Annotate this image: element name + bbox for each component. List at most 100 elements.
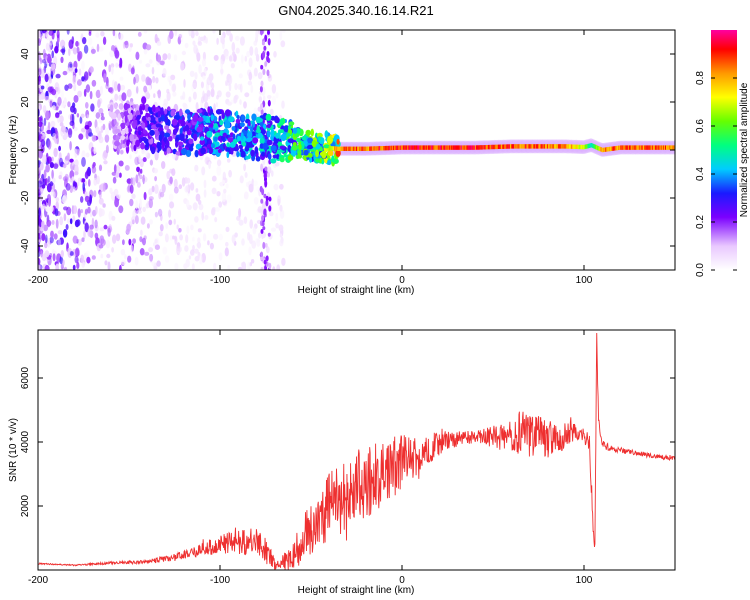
noise-speckle	[203, 179, 207, 189]
ridge-blob	[114, 128, 121, 134]
ridge-core	[416, 145, 418, 150]
noise-speckle	[241, 238, 245, 246]
ridge-blob	[117, 113, 121, 121]
ridge-core	[542, 144, 545, 149]
ridge-blob	[292, 127, 298, 134]
noise-speckle	[117, 83, 121, 92]
ridge-core	[421, 145, 423, 150]
ridge-blob	[145, 141, 149, 148]
noise-speckle	[80, 196, 84, 203]
noise-speckle	[264, 243, 268, 248]
ridge-core	[337, 146, 339, 151]
ridge-blob	[132, 138, 137, 147]
ridge-core	[647, 145, 650, 150]
noise-speckle	[51, 50, 54, 59]
x-tick-label: 0	[399, 575, 405, 586]
ridge-blob	[251, 113, 257, 122]
noise-speckle	[192, 202, 198, 211]
ridge-core	[642, 145, 644, 150]
noise-speckle	[264, 180, 268, 188]
ridge-blob	[307, 137, 313, 144]
spectrogram-ylabel: Frequency (Hz)	[8, 116, 19, 185]
ridge-blob	[163, 132, 171, 138]
noise-speckle	[162, 53, 168, 61]
ridge-blob	[236, 150, 240, 158]
noise-speckle	[232, 51, 236, 56]
ridge-core	[633, 145, 635, 150]
noise-speckle	[166, 91, 171, 102]
noise-speckle	[145, 63, 151, 68]
ridge-core	[469, 145, 472, 150]
noise-speckle	[197, 228, 202, 233]
noise-speckle	[119, 264, 122, 270]
ridge-core	[561, 144, 563, 149]
ridge-core	[586, 144, 588, 149]
noise-speckle	[112, 176, 117, 184]
noise-speckle	[55, 218, 59, 229]
ridge-core	[453, 145, 455, 150]
noise-speckle	[262, 226, 266, 231]
noise-speckle	[85, 84, 91, 93]
noise-speckle	[209, 242, 214, 250]
ridge-core	[418, 145, 420, 150]
ridge-core	[486, 145, 489, 150]
noise-speckle	[83, 44, 89, 54]
noise-speckle	[225, 91, 231, 98]
noise-speckle	[120, 84, 126, 91]
ridge-blob	[244, 126, 249, 131]
ridge-core	[565, 144, 568, 149]
noise-speckle	[178, 33, 182, 39]
ridge-core	[553, 144, 556, 149]
noise-speckle	[118, 62, 123, 69]
noise-speckle	[118, 160, 124, 167]
ridge-core	[562, 144, 564, 149]
noise-speckle	[55, 73, 61, 79]
noise-speckle	[76, 113, 80, 118]
noise-speckle	[263, 259, 267, 265]
ridge-blob	[126, 139, 130, 147]
ridge-blob	[177, 141, 184, 147]
ridge-core	[526, 144, 528, 149]
ridge-blob	[123, 111, 129, 117]
noise-speckle	[104, 260, 108, 266]
noise-speckle	[260, 266, 264, 270]
noise-speckle	[162, 68, 167, 77]
ridge-core	[521, 144, 524, 149]
noise-speckle	[250, 259, 255, 264]
noise-speckle	[225, 226, 230, 233]
noise-speckle	[271, 95, 276, 105]
ridge-core	[573, 144, 575, 149]
ridge-core	[569, 144, 572, 149]
y-tick-label: 6000	[20, 366, 31, 389]
noise-speckle	[225, 30, 231, 36]
noise-speckle	[47, 175, 51, 184]
noise-speckle	[225, 51, 229, 60]
ridge-core	[446, 145, 449, 150]
ridge-blob	[259, 137, 265, 145]
ridge-core	[349, 146, 351, 151]
colorbar-tick-label: 0.2	[695, 215, 706, 229]
noise-speckle	[202, 233, 207, 242]
noise-speckle	[239, 36, 245, 46]
ridge-core	[554, 144, 557, 149]
noise-speckle	[260, 30, 263, 36]
noise-speckle	[263, 208, 267, 216]
noise-speckle	[98, 164, 103, 172]
ridge-core	[445, 145, 447, 150]
noise-speckle	[148, 198, 153, 209]
ridge-core	[458, 145, 461, 150]
ridge-core	[552, 144, 555, 149]
noise-speckle	[61, 195, 67, 204]
ridge-blob	[200, 136, 205, 141]
ridge-core	[361, 146, 363, 151]
noise-speckle	[73, 83, 77, 92]
noise-speckle	[84, 208, 88, 215]
ridge-blob	[286, 132, 290, 137]
noise-speckle	[87, 206, 91, 214]
noise-speckle	[249, 46, 254, 56]
noise-speckle	[171, 168, 176, 177]
y-tick-label: 0	[20, 147, 31, 153]
noise-speckle	[175, 245, 181, 252]
ridge-core	[634, 145, 636, 150]
noise-speckle	[130, 177, 134, 185]
